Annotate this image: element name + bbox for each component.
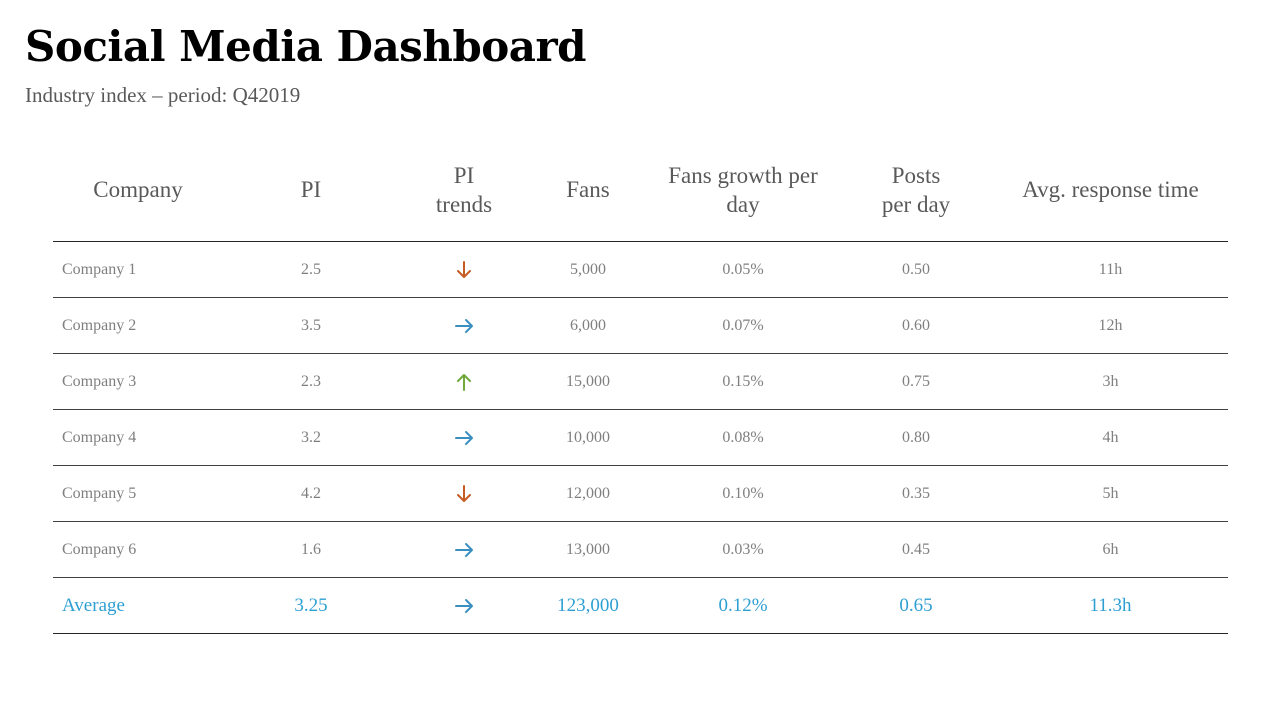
- col-header-avg-response: Avg. response time: [993, 138, 1228, 242]
- pi-cell: 3.5: [223, 297, 399, 354]
- table-row: Company 3 2.3 15,000 0.15% 0.75 3h: [53, 353, 1228, 410]
- right-arrow-icon: [454, 315, 474, 337]
- col-header-posts-per-day: Posts per day: [839, 138, 993, 242]
- down-arrow-icon: [454, 259, 474, 281]
- posts-cell: 0.45: [839, 521, 993, 578]
- response-cell: 4h: [993, 409, 1228, 466]
- average-trend-cell: [399, 577, 529, 634]
- fans-cell: 6,000: [529, 297, 647, 354]
- average-response: 11.3h: [993, 577, 1228, 634]
- page-title: Social Media Dashboard: [25, 22, 586, 71]
- trend-cell: [399, 409, 529, 466]
- pi-cell: 1.6: [223, 521, 399, 578]
- table-row: Company 4 3.2 10,000 0.08% 0.80 4h: [53, 409, 1228, 466]
- trend-cell: [399, 465, 529, 522]
- table-row: Company 2 3.5 6,000 0.07% 0.60 12h: [53, 297, 1228, 354]
- posts-cell: 0.80: [839, 409, 993, 466]
- table-row: Company 5 4.2 12,000 0.10% 0.35 5h: [53, 465, 1228, 522]
- company-cell: Company 5: [53, 465, 223, 522]
- right-arrow-icon: [454, 427, 474, 449]
- average-label: Average: [53, 577, 223, 634]
- company-cell: Company 2: [53, 297, 223, 354]
- trend-cell: [399, 297, 529, 354]
- growth-cell: 0.03%: [647, 521, 839, 578]
- average-pi: 3.25: [223, 577, 399, 634]
- col-header-pi: PI: [223, 138, 399, 242]
- fans-cell: 5,000: [529, 241, 647, 298]
- posts-cell: 0.50: [839, 241, 993, 298]
- response-cell: 3h: [993, 353, 1228, 410]
- growth-cell: 0.08%: [647, 409, 839, 466]
- table-row: Company 6 1.6 13,000 0.03% 0.45 6h: [53, 521, 1228, 578]
- response-cell: 5h: [993, 465, 1228, 522]
- fans-cell: 15,000: [529, 353, 647, 410]
- up-arrow-icon: [454, 371, 474, 393]
- col-header-company: Company: [53, 138, 223, 242]
- page-subtitle: Industry index – period: Q42019: [25, 83, 301, 107]
- col-header-pi-trends: PI trends: [399, 138, 529, 242]
- company-cell: Company 1: [53, 241, 223, 298]
- company-cell: Company 4: [53, 409, 223, 466]
- growth-cell: 0.05%: [647, 241, 839, 298]
- pi-cell: 3.2: [223, 409, 399, 466]
- pi-cell: 4.2: [223, 465, 399, 522]
- response-cell: 6h: [993, 521, 1228, 578]
- posts-cell: 0.35: [839, 465, 993, 522]
- fans-cell: 13,000: [529, 521, 647, 578]
- response-cell: 11h: [993, 241, 1228, 298]
- growth-cell: 0.10%: [647, 465, 839, 522]
- dashboard-table: Company PI PI trends Fans Fans growth pe…: [53, 138, 1228, 634]
- trend-cell: [399, 353, 529, 410]
- pi-cell: 2.3: [223, 353, 399, 410]
- fans-cell: 12,000: [529, 465, 647, 522]
- right-arrow-icon: [454, 539, 474, 561]
- table-row: Company 1 2.5 5,000 0.05% 0.50 11h: [53, 241, 1228, 298]
- col-header-fans: Fans: [529, 138, 647, 242]
- trend-cell: [399, 241, 529, 298]
- fans-cell: 10,000: [529, 409, 647, 466]
- header-row: Company PI PI trends Fans Fans growth pe…: [53, 138, 1228, 242]
- response-cell: 12h: [993, 297, 1228, 354]
- posts-cell: 0.75: [839, 353, 993, 410]
- growth-cell: 0.07%: [647, 297, 839, 354]
- right-arrow-icon: [454, 595, 474, 617]
- pi-cell: 2.5: [223, 241, 399, 298]
- growth-cell: 0.15%: [647, 353, 839, 410]
- company-cell: Company 6: [53, 521, 223, 578]
- company-cell: Company 3: [53, 353, 223, 410]
- average-posts: 0.65: [839, 577, 993, 634]
- down-arrow-icon: [454, 483, 474, 505]
- average-growth: 0.12%: [647, 577, 839, 634]
- posts-cell: 0.60: [839, 297, 993, 354]
- average-fans: 123,000: [529, 577, 647, 634]
- average-row: Average 3.25 123,000 0.12% 0.65 11.3h: [53, 577, 1228, 634]
- col-header-fans-growth: Fans growth per day: [647, 138, 839, 242]
- trend-cell: [399, 521, 529, 578]
- table-body: Company 1 2.5 5,000 0.05% 0.50 11h Compa…: [53, 241, 1228, 634]
